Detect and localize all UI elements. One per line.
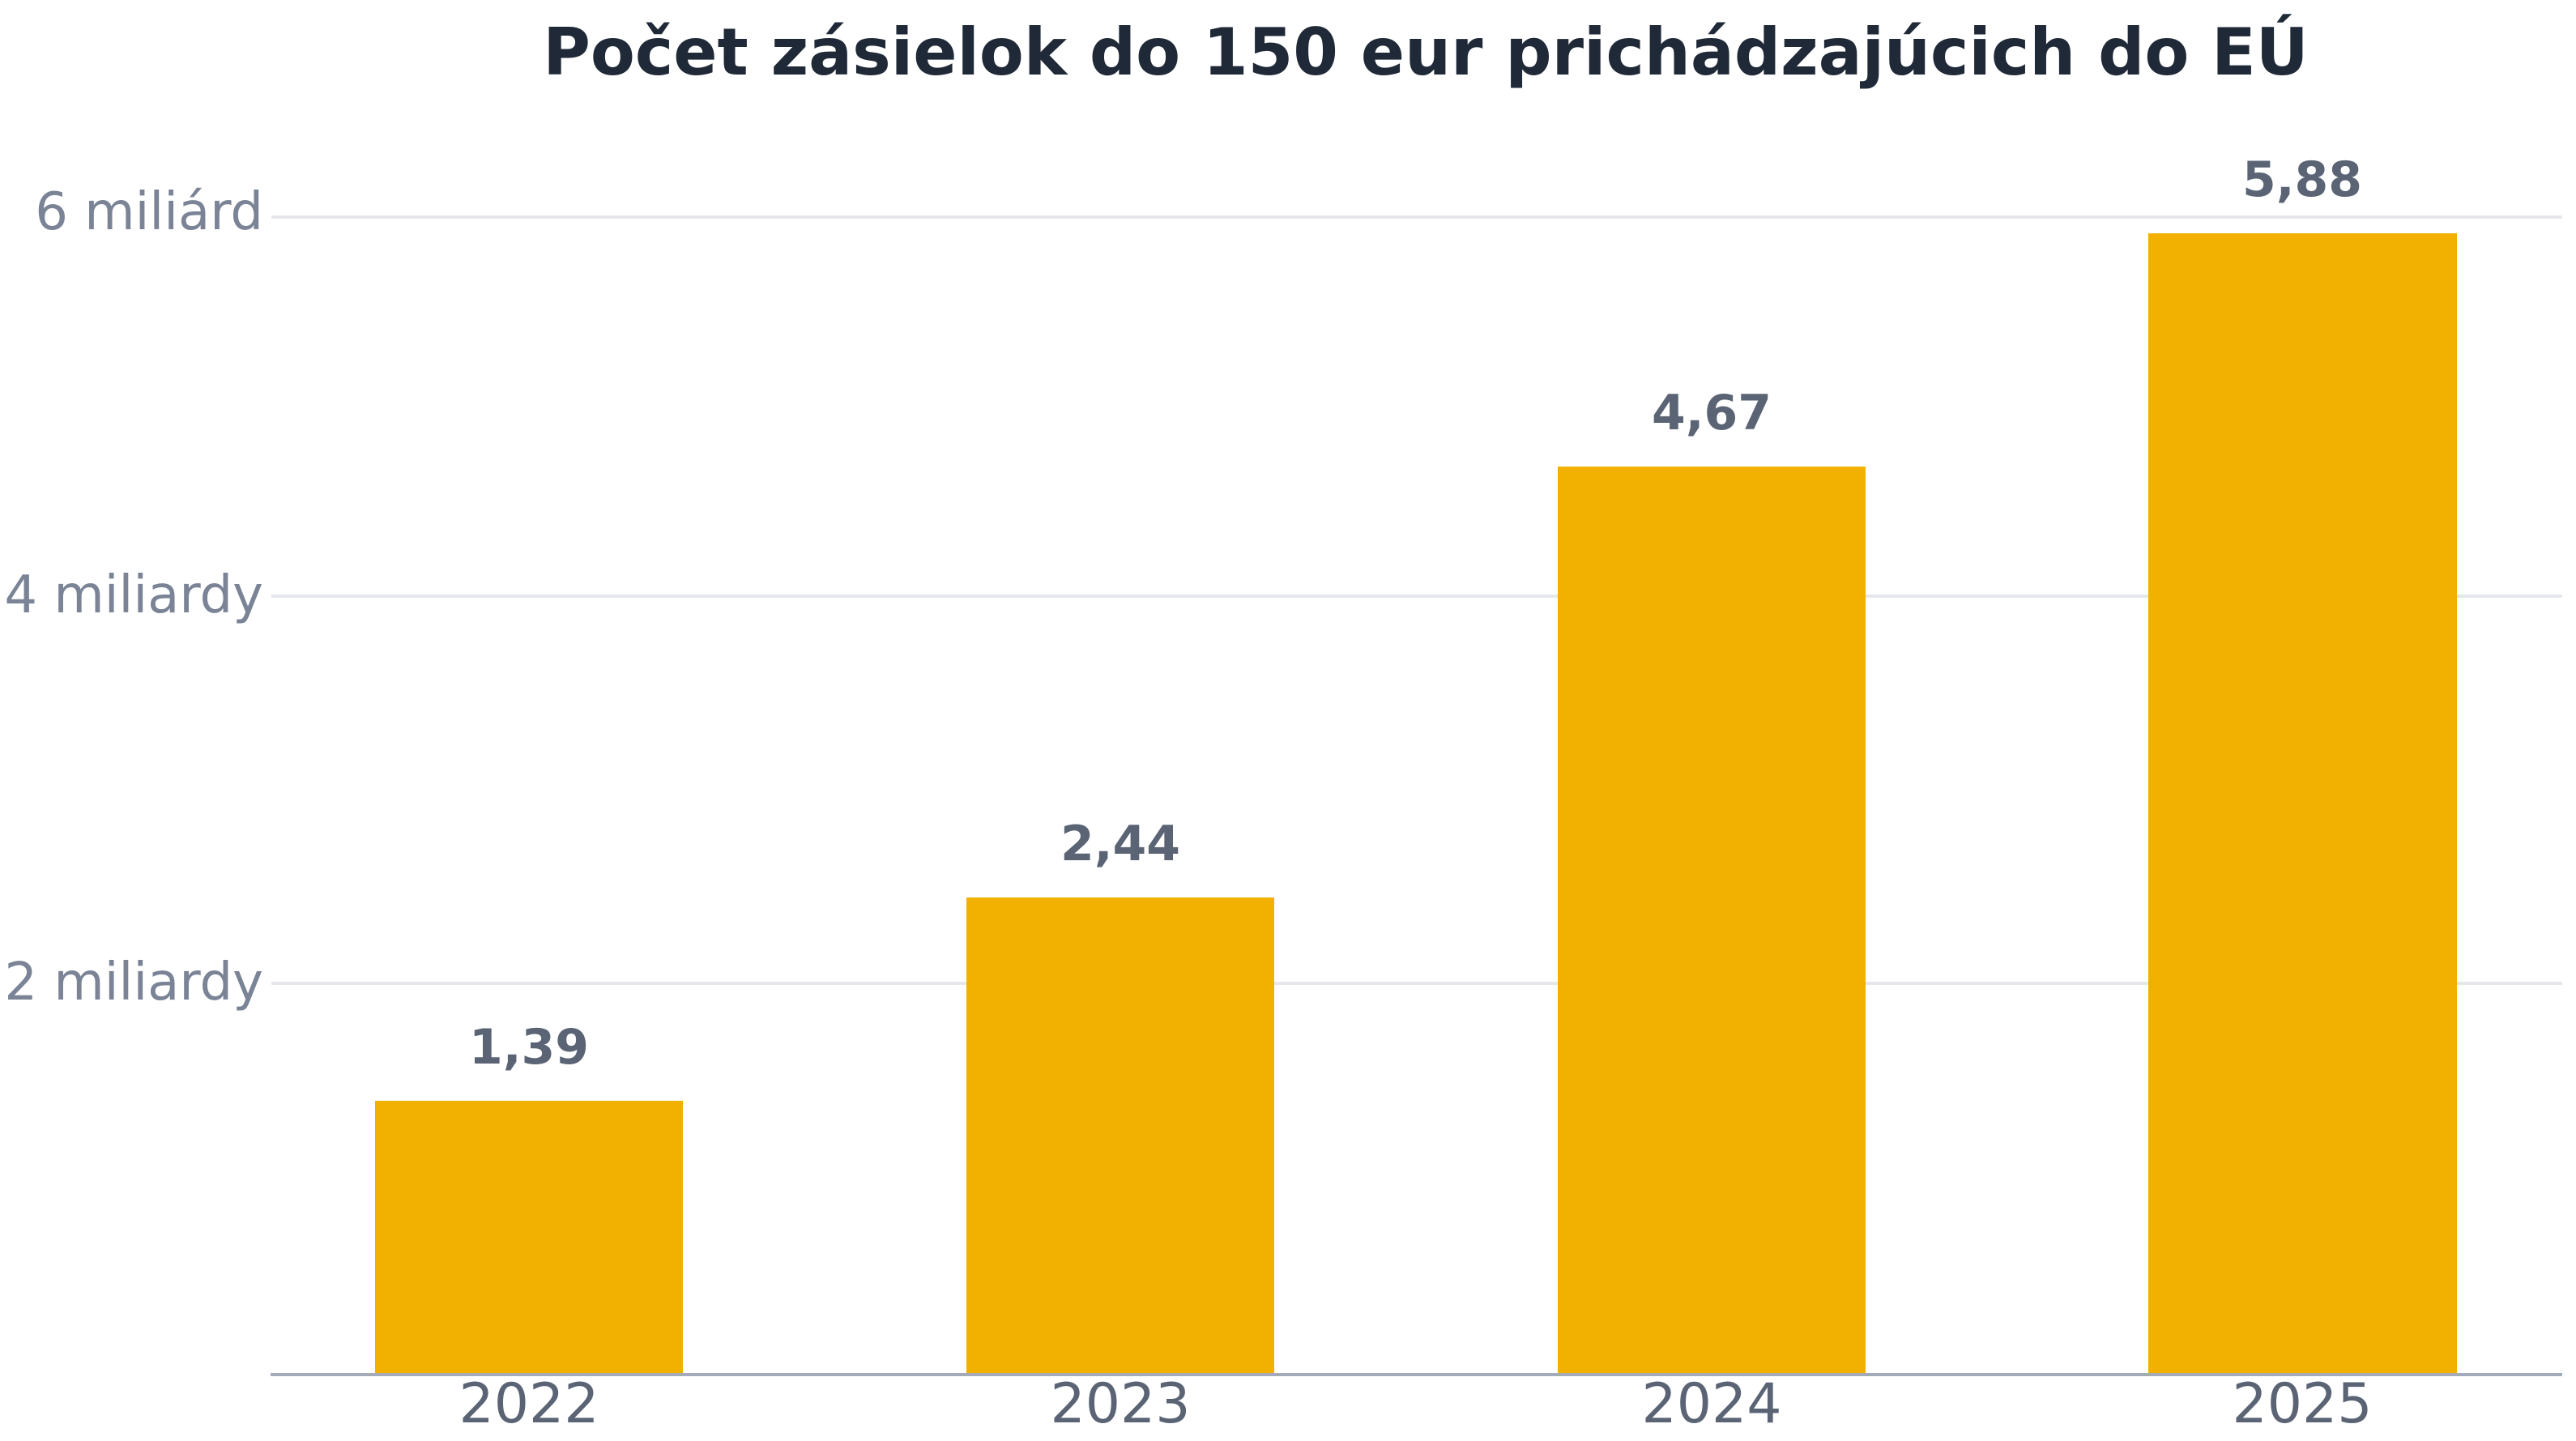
- x-tick-label-2022: 2022: [458, 1372, 599, 1436]
- x-tick-label-2025: 2025: [2232, 1372, 2373, 1436]
- gridline-4: [271, 595, 2562, 598]
- gridline-6: [271, 215, 2562, 219]
- x-tick-label-2023: 2023: [1050, 1372, 1191, 1436]
- bar-2024: [1558, 467, 1866, 1374]
- chart-title: Počet zásielok do 150 eur prichádzajúcic…: [543, 15, 2309, 90]
- value-label-2024: 4,67: [1651, 385, 1772, 441]
- value-label-2025: 5,88: [2241, 151, 2363, 208]
- y-tick-label-4: 4 miliardy: [4, 565, 263, 625]
- value-label-2023: 2,44: [1060, 816, 1181, 872]
- x-axis-line: [271, 1373, 2562, 1376]
- x-tick-label-2024: 2024: [1641, 1372, 1782, 1436]
- y-tick-label-6: 6 miliárd: [35, 182, 263, 242]
- value-label-2022: 1,39: [468, 1019, 590, 1076]
- gridline-2: [271, 982, 2562, 985]
- bar-2022: [375, 1101, 683, 1374]
- y-tick-label-2: 2 miliardy: [4, 953, 263, 1013]
- bar-2025: [2148, 233, 2457, 1374]
- bar-2023: [966, 897, 1274, 1374]
